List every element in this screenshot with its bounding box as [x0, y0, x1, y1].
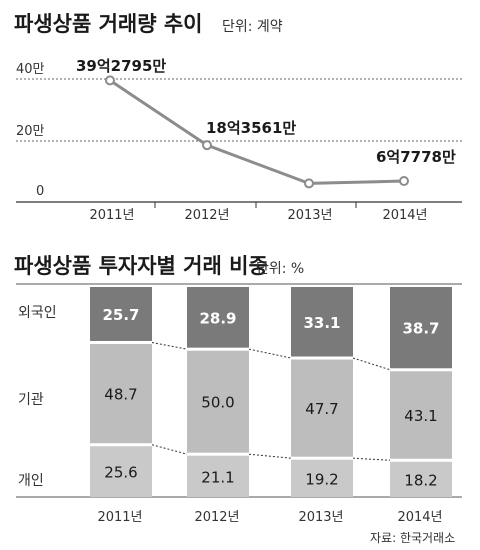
bar-connector: [248, 348, 292, 359]
line-x-label-2011: 2011년: [89, 208, 134, 223]
bar-chart-unit: 단위: %: [256, 261, 304, 277]
line-point-2014년: [399, 176, 409, 187]
bar-value-label: 19.2: [305, 470, 338, 488]
bar-value-label: 28.9: [199, 309, 236, 327]
bar-segment-기관-2011년: [90, 343, 152, 444]
bar-series-label-foreign: 외국인: [18, 305, 57, 321]
bar-x-label-2013: 2013년: [298, 510, 343, 525]
bar-segment-기관-2013년: [291, 359, 353, 457]
bar-segment-외국인-2013년: [291, 287, 353, 357]
bar-connector: [151, 444, 188, 455]
bar-value-label: 18.2: [404, 471, 437, 489]
bar-x-label-2014: 2014년: [397, 510, 442, 525]
line-x-label-2014: 2014년: [382, 208, 427, 223]
line-point-2011년: [105, 75, 115, 86]
bar-segment-개인-2013년: [291, 459, 353, 497]
line-y-tick-20: 20만: [16, 124, 45, 139]
bar-segment-기관-2014년: [390, 371, 452, 459]
bar-value-label: 33.1: [303, 314, 340, 332]
bar-x-label-2012: 2012년: [194, 510, 239, 525]
line-chart-unit: 단위: 계약: [222, 19, 283, 35]
line-chart-title: 파생상품 거래량 추이: [14, 12, 203, 36]
line-y-tick-40: 40만: [16, 62, 45, 77]
bar-value-label: 43.1: [404, 407, 437, 425]
bar-chart-title: 파생상품 투자자별 거래 비중: [14, 254, 268, 278]
bar-x-label-2011: 2011년: [97, 510, 142, 525]
bar-segment-개인-2011년: [90, 446, 152, 497]
bar-segment-외국인-2014년: [390, 287, 452, 369]
line-point-2012년: [202, 140, 212, 151]
line-x-label-2013: 2013년: [287, 208, 332, 223]
bar-value-label: 50.0: [201, 394, 234, 412]
bar-connector: [352, 457, 391, 461]
line-data-label-2011: 39억2795만: [76, 57, 166, 75]
line-chart: 40만 20만 0 2011년 2012년 2013년 2014년 39억279…: [16, 57, 462, 223]
line-data-label-2012: 18억3561만: [206, 119, 296, 137]
bar-series-label-institution: 기관: [18, 392, 44, 408]
bar-value-label: 25.7: [102, 306, 139, 324]
bar-value-label: 48.7: [104, 386, 137, 404]
bar-chart: 외국인 기관 개인 25.7 48.7 25.6 28.9 50.0 21.1 33.1 47…: [16, 283, 462, 525]
bar-value-label: 38.7: [402, 320, 439, 338]
bar-connector: [151, 341, 188, 350]
bar-segment-기관-2012년: [187, 350, 249, 453]
bar-segment-외국인-2011년: [90, 287, 152, 341]
bar-segment-개인-2012년: [187, 455, 249, 497]
bar-value-label: 25.6: [104, 464, 137, 482]
line-data-label-2014: 6억7778만: [376, 148, 456, 166]
bar-segment-외국인-2012년: [187, 287, 249, 348]
bar-value-label: 47.7: [305, 400, 338, 418]
bar-connector: [352, 357, 391, 371]
bar-value-label: 21.1: [201, 468, 234, 486]
bar-segment-개인-2014년: [390, 461, 452, 497]
bar-series-label-individual: 개인: [18, 473, 44, 489]
line-point-2013년: [304, 178, 314, 189]
line-series: [109, 79, 405, 185]
source-note: 자료: 한국거래소: [370, 531, 455, 545]
line-y-tick-0: 0: [36, 184, 44, 199]
line-x-label-2012: 2012년: [184, 208, 229, 223]
bar-connector: [248, 453, 292, 459]
